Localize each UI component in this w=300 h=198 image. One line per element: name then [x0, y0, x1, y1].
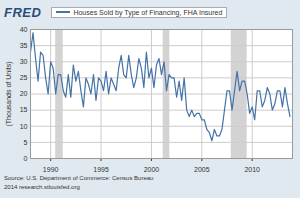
html-text:Houses Sold by Type of Financi: Houses Sold by Type of Financing, FHA In… [73, 8, 223, 16]
html-text:Source: U.S. Department of Com: Source: U.S. Department of Commerce: Cen… [4, 175, 154, 181]
svg-text:20: 20 [20, 90, 28, 97]
svg-text:(Thousands of Units): (Thousands of Units) [5, 62, 13, 127]
svg-text:2005: 2005 [194, 166, 210, 173]
svg-text:2010: 2010 [244, 166, 260, 173]
html-text:FRED: FRED [4, 4, 42, 20]
svg-text:15: 15 [20, 106, 28, 113]
svg-text:40: 40 [20, 26, 28, 33]
svg-text:25: 25 [20, 74, 28, 81]
html-text:2014 research.stlouisfed.org: 2014 research.stlouisfed.org [4, 184, 80, 190]
svg-text:0: 0 [24, 155, 28, 162]
svg-text:2000: 2000 [144, 166, 160, 173]
svg-text:1995: 1995 [93, 166, 109, 173]
svg-text:1990: 1990 [43, 166, 59, 173]
svg-text:35: 35 [20, 42, 28, 49]
svg-text:5: 5 [24, 139, 28, 146]
svg-text:10: 10 [20, 122, 28, 129]
svg-text:30: 30 [20, 58, 28, 65]
